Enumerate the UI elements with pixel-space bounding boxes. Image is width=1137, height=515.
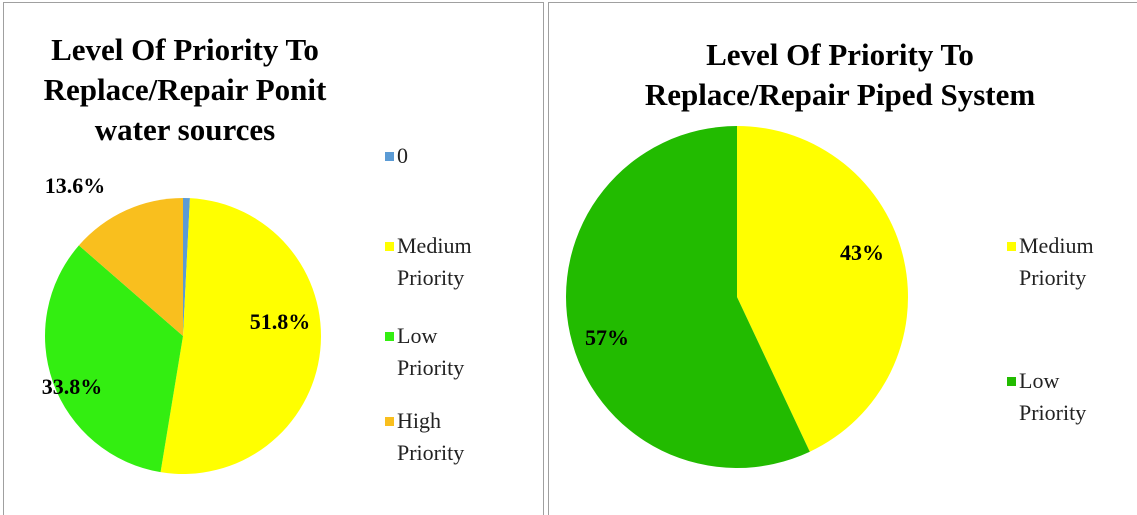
legend-swatch — [1007, 377, 1016, 386]
pie-slice — [45, 245, 184, 473]
value-label: 33.8% — [41, 374, 103, 399]
pie-slice — [183, 198, 190, 336]
legend-item: Medium Priority — [1007, 230, 1114, 294]
legend-item: Low Priority — [385, 320, 492, 384]
legend-item: 0 — [385, 140, 492, 172]
pie-slice — [737, 126, 908, 452]
chart-title: Level Of Priority To Replace/Repair Poni… — [43, 32, 327, 147]
chart-title: Level Of Priority To Replace/Repair Pipe… — [644, 37, 1036, 112]
left-panel — [3, 2, 544, 515]
value-label: 13.6% — [44, 173, 106, 198]
pie-slice — [566, 126, 810, 468]
value-label: 51.8% — [249, 309, 311, 334]
legend-item: Medium Priority — [385, 230, 492, 294]
legend-item: Low Priority — [1007, 365, 1114, 429]
pie-slice — [78, 198, 183, 336]
legend-item: High Priority — [385, 405, 492, 469]
legend-swatch — [385, 242, 394, 251]
legend-swatch — [1007, 242, 1016, 251]
legend-swatch — [385, 332, 394, 341]
legend-swatch — [385, 417, 394, 426]
right-panel — [548, 2, 1137, 515]
pie-slice — [160, 198, 322, 474]
legend-swatch — [385, 152, 394, 161]
value-label: 57% — [585, 325, 629, 350]
value-label: 43% — [840, 240, 884, 265]
